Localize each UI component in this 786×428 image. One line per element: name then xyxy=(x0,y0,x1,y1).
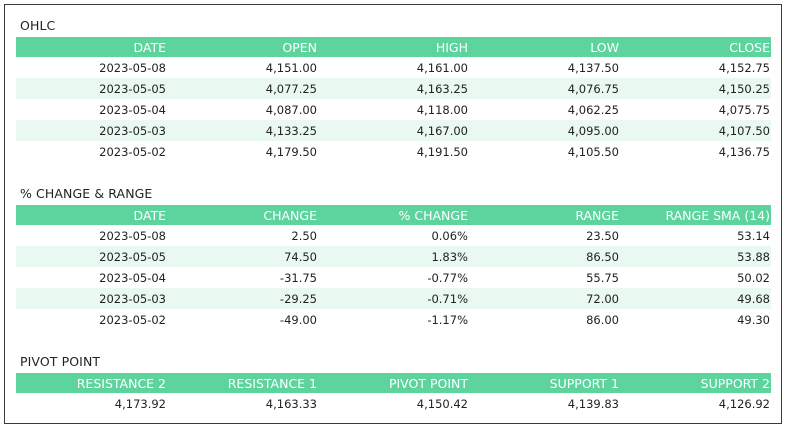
range-sma-value: 50.02 xyxy=(737,270,770,285)
ohlc-close: 4,136.75 xyxy=(718,144,770,159)
ohlc-open: 4,077.25 xyxy=(167,78,318,99)
change-header-change: CHANGE xyxy=(167,205,318,225)
ohlc-header-close: CLOSE xyxy=(620,37,771,57)
ohlc-header-date: DATE xyxy=(16,37,167,57)
ohlc-header-low: LOW xyxy=(469,37,620,57)
pivot-title: PIVOT POINT xyxy=(20,354,101,369)
change-value: -31.75 xyxy=(279,270,317,285)
ohlc-date: 2023-05-05 xyxy=(16,78,167,99)
range-value: 86.00 xyxy=(586,312,619,327)
change-date: 2023-05-02 xyxy=(99,312,166,327)
change-header-date: DATE xyxy=(16,205,167,225)
ohlc-header-row: DATE OPEN HIGH LOW CLOSE xyxy=(16,37,771,57)
ohlc-date: 2023-05-04 xyxy=(99,102,166,117)
support-1-value: 4,139.83 xyxy=(567,396,619,411)
ohlc-low: 4,076.75 xyxy=(469,78,620,99)
change-range-title: % CHANGE & RANGE xyxy=(20,186,153,201)
pivot-header-resistance-1: RESISTANCE 1 xyxy=(167,373,318,393)
ohlc-date: 2023-05-02 xyxy=(99,144,166,159)
range-sma-value: 49.30 xyxy=(737,312,770,327)
data-panel: OHLC DATE OPEN HIGH LOW CLOSE 2023-05-08… xyxy=(4,4,782,424)
ohlc-open: 4,087.00 xyxy=(265,102,317,117)
ohlc-close: 4,152.75 xyxy=(718,60,770,75)
change-header-sma: RANGE SMA (14) xyxy=(620,205,771,225)
change-percent: 0.06% xyxy=(431,228,468,243)
ohlc-high: 4,163.25 xyxy=(318,78,469,99)
ohlc-close: 4,107.50 xyxy=(620,120,771,141)
table-row: 2023-05-03 -29.25 -0.71% 72.00 49.68 xyxy=(16,288,771,309)
ohlc-header-high: HIGH xyxy=(318,37,469,57)
change-range-table: DATE CHANGE % CHANGE RANGE RANGE SMA (14… xyxy=(16,205,771,330)
change-date: 2023-05-03 xyxy=(16,288,167,309)
pivot-header-support-2: SUPPORT 2 xyxy=(620,373,771,393)
ohlc-close: 4,075.75 xyxy=(718,102,770,117)
ohlc-low: 4,062.25 xyxy=(567,102,619,117)
ohlc-date: 2023-05-03 xyxy=(16,120,167,141)
change-percent: -1.17% xyxy=(427,312,468,327)
ohlc-close: 4,150.25 xyxy=(620,78,771,99)
change-range-header-row: DATE CHANGE % CHANGE RANGE RANGE SMA (14… xyxy=(16,205,771,225)
change-percent: -0.71% xyxy=(318,288,469,309)
ohlc-high: 4,167.00 xyxy=(318,120,469,141)
change-header-range: RANGE xyxy=(469,205,620,225)
change-date: 2023-05-04 xyxy=(99,270,166,285)
ohlc-high: 4,161.00 xyxy=(416,60,468,75)
change-date: 2023-05-08 xyxy=(99,228,166,243)
pivot-header-pivot-point: PIVOT POINT xyxy=(318,373,469,393)
ohlc-open: 4,151.00 xyxy=(265,60,317,75)
change-date: 2023-05-05 xyxy=(16,246,167,267)
table-row: 2023-05-08 4,151.00 4,161.00 4,137.50 4,… xyxy=(16,57,771,78)
table-row: 2023-05-04 4,087.00 4,118.00 4,062.25 4,… xyxy=(16,99,771,120)
table-row: 2023-05-02 4,179.50 4,191.50 4,105.50 4,… xyxy=(16,141,771,162)
table-row: 2023-05-08 2.50 0.06% 23.50 53.14 xyxy=(16,225,771,246)
range-value: 55.75 xyxy=(586,270,619,285)
pivot-header-row: RESISTANCE 2 RESISTANCE 1 PIVOT POINT SU… xyxy=(16,373,771,393)
resistance-1-value: 4,163.33 xyxy=(265,396,317,411)
pivot-header-resistance-2: RESISTANCE 2 xyxy=(16,373,167,393)
range-value: 86.50 xyxy=(469,246,620,267)
table-row: 2023-05-05 4,077.25 4,163.25 4,076.75 4,… xyxy=(16,78,771,99)
ohlc-header-open: OPEN xyxy=(167,37,318,57)
change-header-pct: % CHANGE xyxy=(318,205,469,225)
ohlc-low: 4,105.50 xyxy=(567,144,619,159)
table-row: 2023-05-04 -31.75 -0.77% 55.75 50.02 xyxy=(16,267,771,288)
range-value: 23.50 xyxy=(586,228,619,243)
ohlc-low: 4,095.00 xyxy=(469,120,620,141)
table-row: 4,173.92 4,163.33 4,150.42 4,139.83 4,12… xyxy=(16,393,771,414)
range-sma-value: 49.68 xyxy=(620,288,771,309)
ohlc-low: 4,137.50 xyxy=(567,60,619,75)
change-percent: 1.83% xyxy=(318,246,469,267)
pivot-header-support-1: SUPPORT 1 xyxy=(469,373,620,393)
pivot-table: RESISTANCE 2 RESISTANCE 1 PIVOT POINT SU… xyxy=(16,373,771,414)
range-sma-value: 53.14 xyxy=(737,228,770,243)
ohlc-open: 4,133.25 xyxy=(167,120,318,141)
ohlc-high: 4,118.00 xyxy=(416,102,468,117)
table-row: 2023-05-03 4,133.25 4,167.00 4,095.00 4,… xyxy=(16,120,771,141)
change-value: -29.25 xyxy=(167,288,318,309)
ohlc-high: 4,191.50 xyxy=(416,144,468,159)
ohlc-open: 4,179.50 xyxy=(265,144,317,159)
range-sma-value: 53.88 xyxy=(620,246,771,267)
ohlc-title: OHLC xyxy=(20,18,56,33)
change-value: 74.50 xyxy=(167,246,318,267)
change-value: 2.50 xyxy=(291,228,317,243)
ohlc-table: DATE OPEN HIGH LOW CLOSE 2023-05-08 4,15… xyxy=(16,37,771,162)
table-row: 2023-05-02 -49.00 -1.17% 86.00 49.30 xyxy=(16,309,771,330)
pivot-point-value: 4,150.42 xyxy=(416,396,468,411)
range-value: 72.00 xyxy=(469,288,620,309)
resistance-2-value: 4,173.92 xyxy=(114,396,166,411)
table-row: 2023-05-05 74.50 1.83% 86.50 53.88 xyxy=(16,246,771,267)
change-percent: -0.77% xyxy=(427,270,468,285)
support-2-value: 4,126.92 xyxy=(718,396,770,411)
ohlc-date: 2023-05-08 xyxy=(99,60,166,75)
change-value: -49.00 xyxy=(279,312,317,327)
